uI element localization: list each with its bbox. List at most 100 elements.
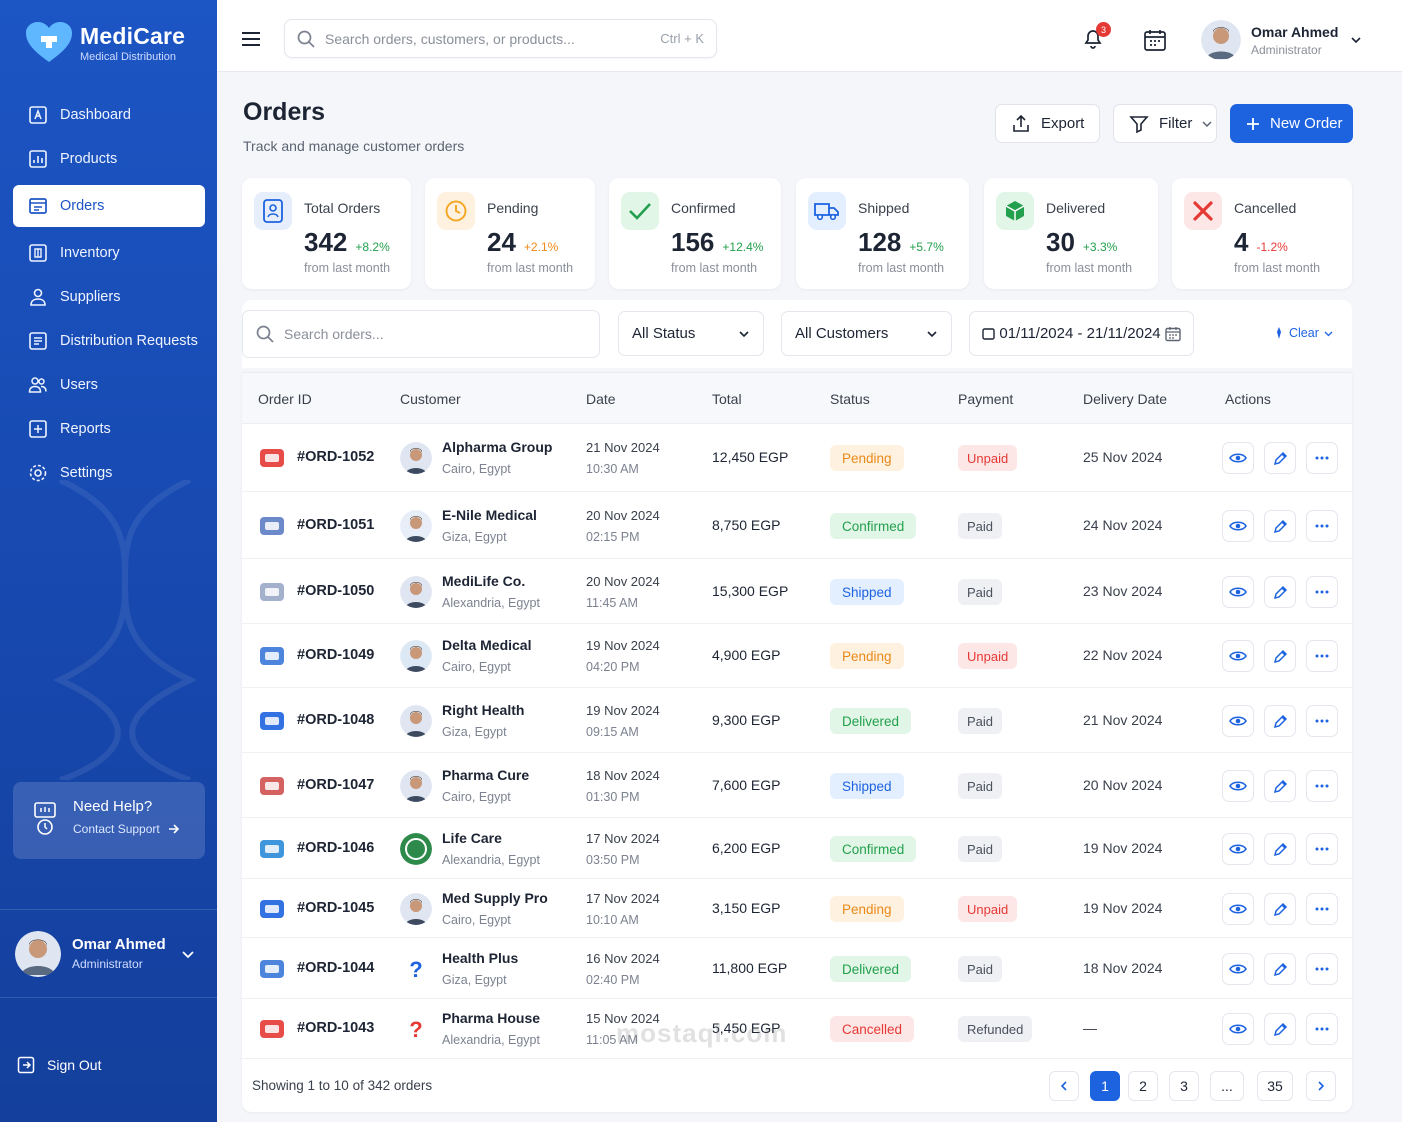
table-row[interactable]: #ORD-1050 MediLife Co. Alexandria, Egypt… <box>242 559 1352 624</box>
customer-name[interactable]: Life Care <box>442 830 502 846</box>
table-row[interactable]: #ORD-1043 ? Pharma House Alexandria, Egy… <box>242 999 1352 1059</box>
customer-name[interactable]: Pharma House <box>442 1010 541 1026</box>
stat-card-cancelled[interactable]: Cancelled 4 -1.2% from last month <box>1172 178 1352 289</box>
order-id[interactable]: #ORD-1052 <box>297 449 375 465</box>
customer-name[interactable]: Pharma Cure <box>442 767 530 783</box>
export-button[interactable]: Export <box>995 104 1100 143</box>
sidebar-item-dashboard[interactable]: Dashboard <box>13 93 205 137</box>
prev-page-button[interactable] <box>1049 1071 1079 1101</box>
order-id[interactable]: #ORD-1048 <box>297 712 375 728</box>
edit-order-button[interactable] <box>1264 893 1296 925</box>
view-order-button[interactable] <box>1222 1013 1254 1045</box>
column-header[interactable]: Order ID <box>258 391 312 407</box>
chevron-down-icon[interactable] <box>181 947 195 961</box>
view-order-button[interactable] <box>1222 442 1254 474</box>
brand[interactable]: MediCare Medical Distribution <box>26 22 185 64</box>
table-row[interactable]: #ORD-1051 E-Nile Medical Giza, Egypt 20 … <box>242 492 1352 559</box>
table-row[interactable]: #ORD-1045 Med Supply Pro Cairo, Egypt 17… <box>242 879 1352 938</box>
table-row[interactable]: #ORD-1047 Pharma Cure Cairo, Egypt 18 No… <box>242 753 1352 818</box>
more-actions-button[interactable] <box>1306 1013 1338 1045</box>
column-header[interactable]: Total <box>712 391 742 407</box>
date-range-picker[interactable]: 01/11/2024 - 21/11/2024 <box>969 311 1194 356</box>
table-row[interactable]: #ORD-1048 Right Health Giza, Egypt 19 No… <box>242 688 1352 753</box>
customer-name[interactable]: Delta Medical <box>442 637 532 653</box>
customer-name[interactable]: Health Plus <box>442 950 519 966</box>
menu-icon[interactable] <box>242 32 260 46</box>
customer-name[interactable]: Right Health <box>442 702 525 718</box>
calendar-button[interactable] <box>1143 28 1167 57</box>
stat-card-pending[interactable]: Pending 24 +2.1% from last month <box>425 178 595 289</box>
edit-order-button[interactable] <box>1264 705 1296 737</box>
order-id[interactable]: #ORD-1050 <box>297 583 375 599</box>
notifications-button[interactable]: 3 <box>1081 22 1111 55</box>
orders-search-input[interactable] <box>284 326 599 342</box>
table-row[interactable]: #ORD-1044 ? Health Plus Giza, Egypt 16 N… <box>242 938 1352 999</box>
view-order-button[interactable] <box>1222 893 1254 925</box>
order-id[interactable]: #ORD-1047 <box>297 777 375 793</box>
more-actions-button[interactable] <box>1306 640 1338 672</box>
orders-search[interactable] <box>242 310 600 358</box>
sidebar-item-settings[interactable]: Settings <box>13 451 205 495</box>
help-card[interactable]: Need Help? Contact Support <box>13 782 205 859</box>
edit-order-button[interactable] <box>1264 833 1296 865</box>
order-id[interactable]: #ORD-1049 <box>297 647 375 663</box>
page-button[interactable]: 3 <box>1169 1071 1199 1101</box>
edit-order-button[interactable] <box>1264 510 1296 542</box>
table-row[interactable]: #ORD-1049 Delta Medical Cairo, Egypt 19 … <box>242 624 1352 688</box>
customer-name[interactable]: Alpharma Group <box>442 439 553 455</box>
edit-order-button[interactable] <box>1264 576 1296 608</box>
more-actions-button[interactable] <box>1306 705 1338 737</box>
column-header[interactable]: Status <box>830 391 870 407</box>
sidebar-item-users[interactable]: Users <box>13 363 205 407</box>
sidebar-item-suppliers[interactable]: Suppliers <box>13 275 205 319</box>
order-id[interactable]: #ORD-1043 <box>297 1020 375 1036</box>
contact-support-link[interactable]: Contact Support <box>73 822 205 836</box>
order-id[interactable]: #ORD-1044 <box>297 960 375 976</box>
edit-order-button[interactable] <box>1264 770 1296 802</box>
column-header[interactable]: Customer <box>400 391 461 407</box>
more-actions-button[interactable] <box>1306 953 1338 985</box>
customer-name[interactable]: MediLife Co. <box>442 573 526 589</box>
customers-select[interactable]: All Customers <box>781 311 952 356</box>
filter-button[interactable]: Filter <box>1113 104 1217 143</box>
topbar-user[interactable]: Omar Ahmed Administrator <box>1201 20 1362 60</box>
order-id[interactable]: #ORD-1046 <box>297 840 375 856</box>
stat-card-delivered[interactable]: Delivered 30 +3.3% from last month <box>984 178 1158 289</box>
view-order-button[interactable] <box>1222 770 1254 802</box>
table-row[interactable]: #ORD-1052 Alpharma Group Cairo, Egypt 21… <box>242 424 1352 492</box>
global-search-input[interactable] <box>325 30 661 47</box>
edit-order-button[interactable] <box>1264 640 1296 672</box>
more-actions-button[interactable] <box>1306 510 1338 542</box>
customer-name[interactable]: E-Nile Medical <box>442 507 537 523</box>
sidebar-item-distribution-requests[interactable]: Distribution Requests <box>13 319 205 363</box>
global-search[interactable]: Ctrl + K <box>284 19 717 58</box>
view-order-button[interactable] <box>1222 953 1254 985</box>
view-order-button[interactable] <box>1222 510 1254 542</box>
more-actions-button[interactable] <box>1306 770 1338 802</box>
edit-order-button[interactable] <box>1264 442 1296 474</box>
column-header[interactable]: Date <box>586 391 616 407</box>
page-button[interactable]: 1 <box>1090 1071 1120 1101</box>
view-order-button[interactable] <box>1222 576 1254 608</box>
order-id[interactable]: #ORD-1045 <box>297 900 375 916</box>
sidebar-user[interactable]: Omar Ahmed Administrator <box>0 909 217 998</box>
chevron-down-icon[interactable] <box>1350 34 1362 46</box>
new-order-button[interactable]: New Order <box>1230 104 1353 143</box>
next-page-button[interactable] <box>1306 1071 1336 1101</box>
stat-card-total-orders[interactable]: Total Orders 342 +8.2% from last month <box>242 178 411 289</box>
sign-out-button[interactable]: Sign Out <box>17 1056 101 1074</box>
sidebar-item-products[interactable]: Products <box>13 137 205 181</box>
more-actions-button[interactable] <box>1306 833 1338 865</box>
edit-order-button[interactable] <box>1264 1013 1296 1045</box>
edit-order-button[interactable] <box>1264 953 1296 985</box>
stat-card-shipped[interactable]: Shipped 128 +5.7% from last month <box>796 178 969 289</box>
sidebar-item-inventory[interactable]: Inventory <box>13 231 205 275</box>
customer-name[interactable]: Med Supply Pro <box>442 890 548 906</box>
view-order-button[interactable] <box>1222 705 1254 737</box>
page-button[interactable]: 2 <box>1128 1071 1158 1101</box>
stat-card-confirmed[interactable]: Confirmed 156 +12.4% from last month <box>609 178 781 289</box>
page-button[interactable]: 35 <box>1257 1071 1293 1101</box>
status-select[interactable]: All Status <box>618 311 764 356</box>
sidebar-item-reports[interactable]: Reports <box>13 407 205 451</box>
view-order-button[interactable] <box>1222 640 1254 672</box>
